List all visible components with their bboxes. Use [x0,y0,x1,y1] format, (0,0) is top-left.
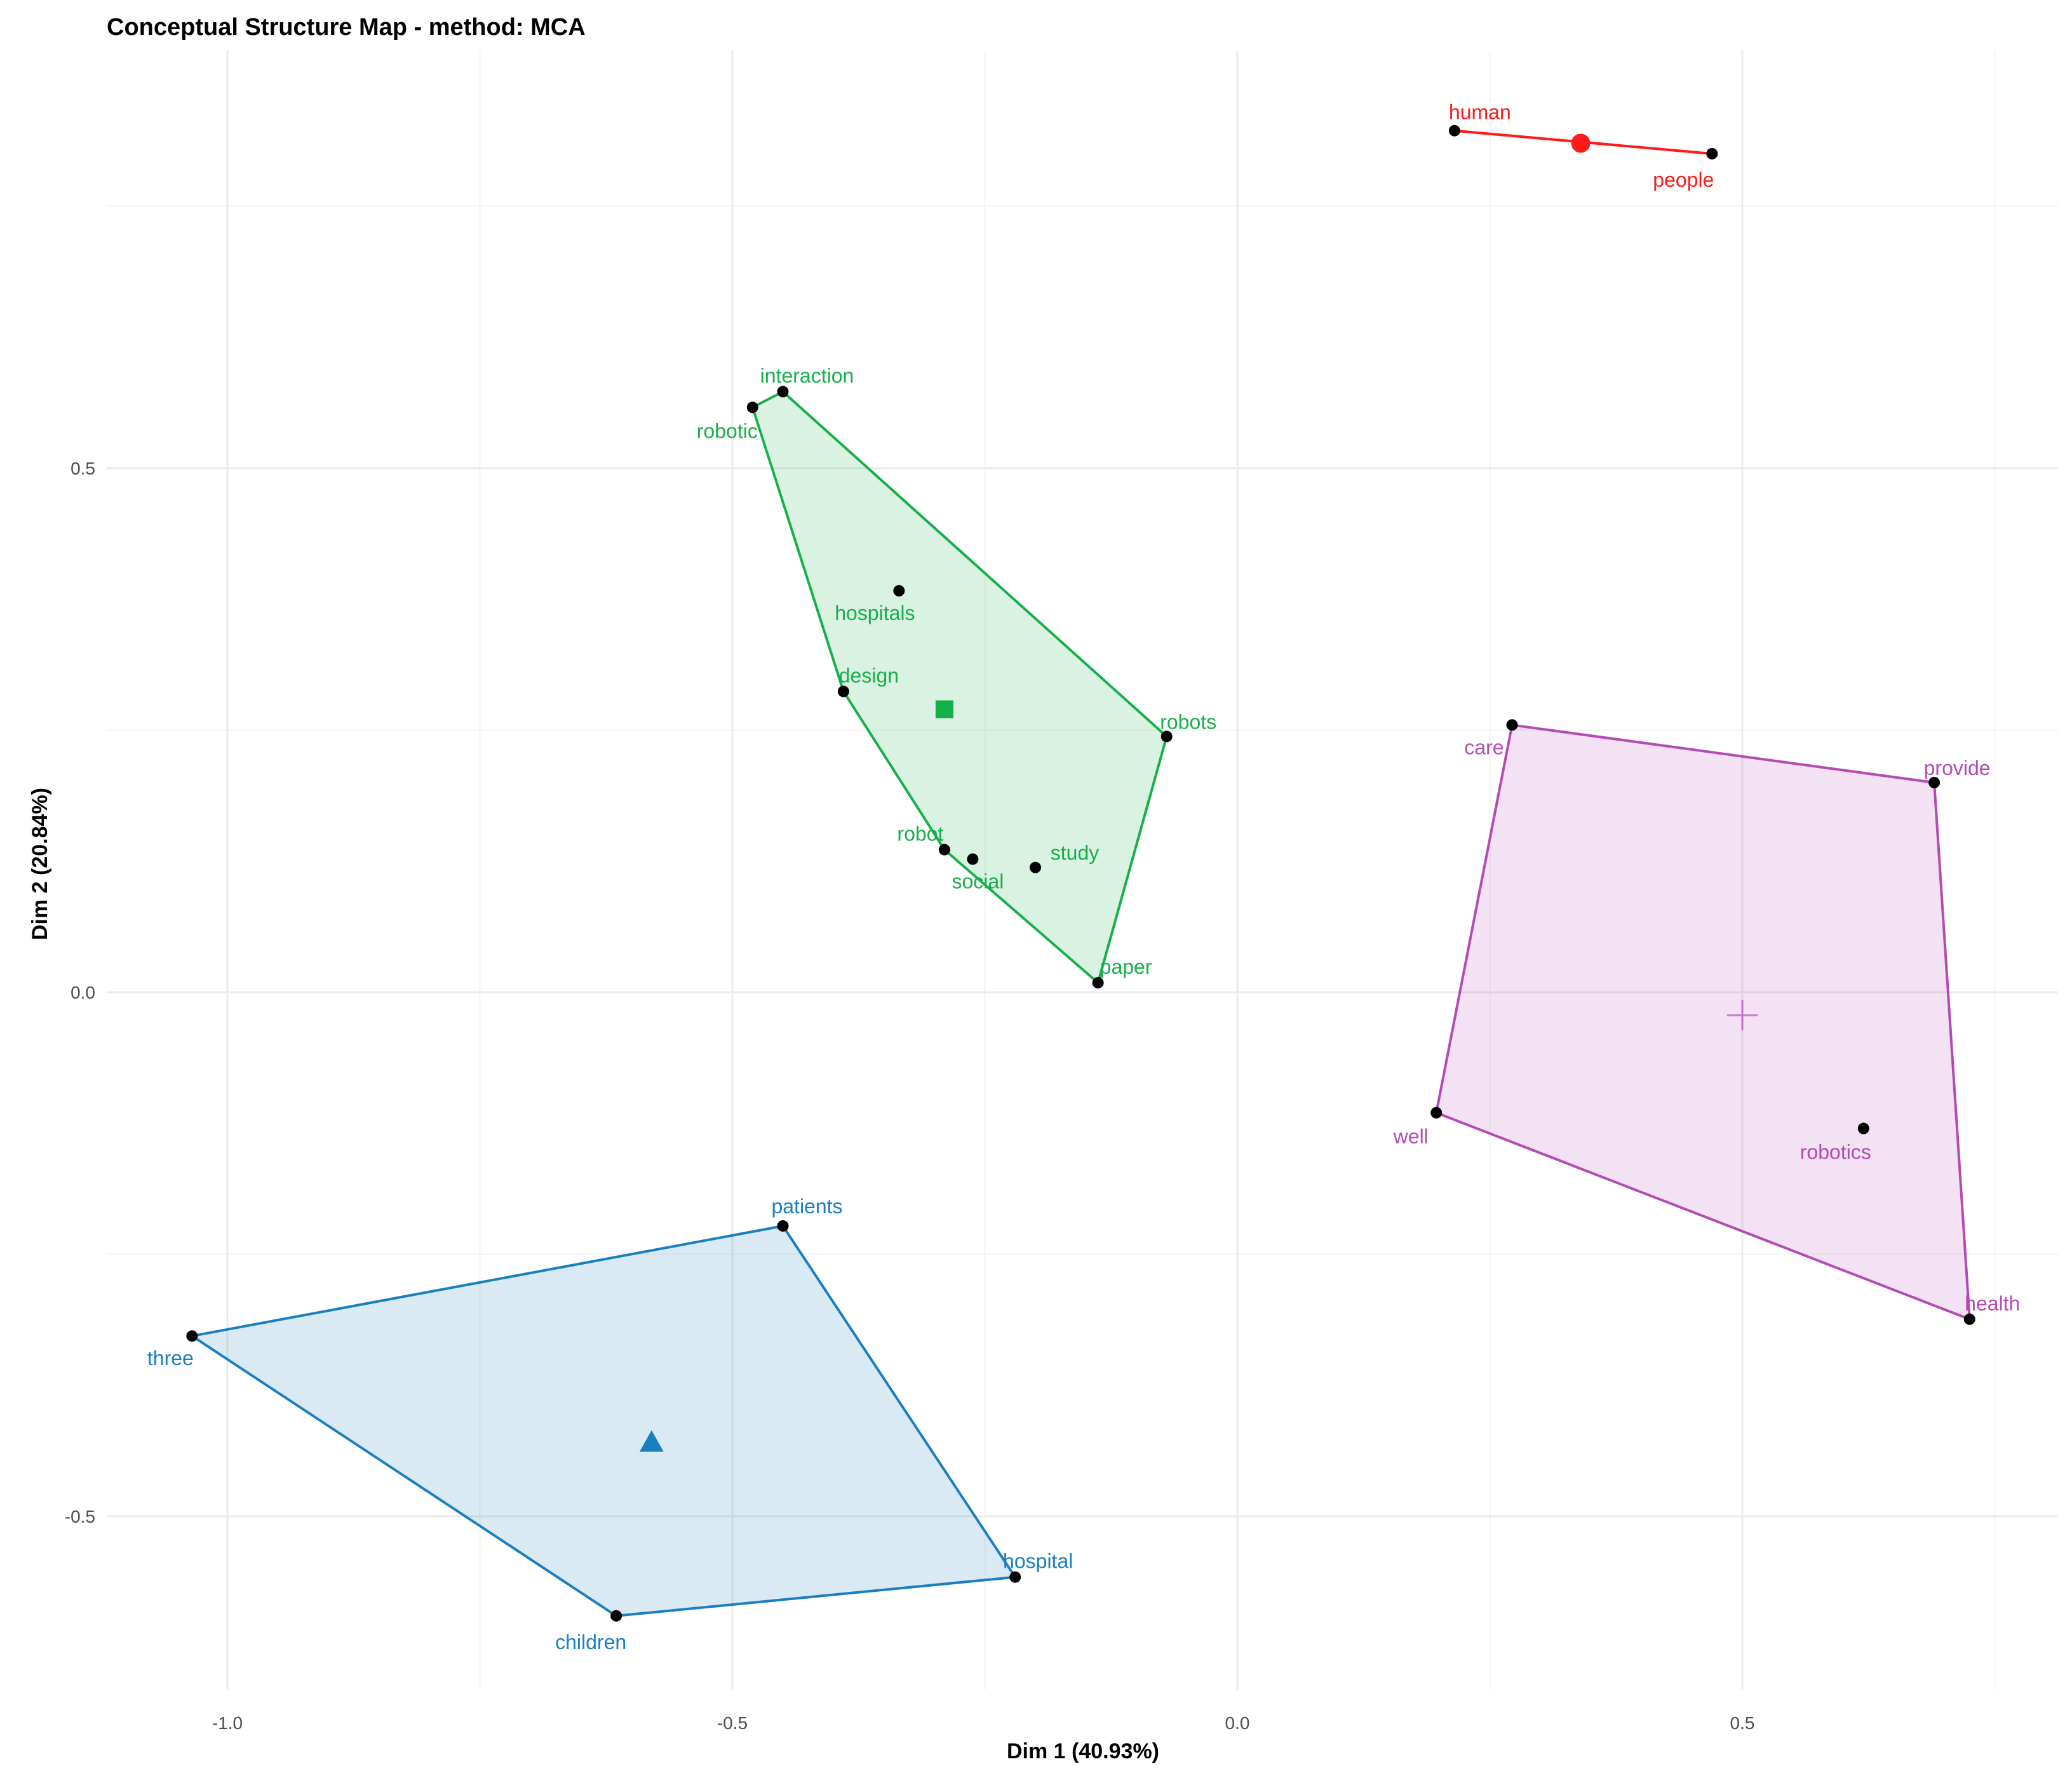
major-grid [107,51,2058,1690]
data-point-design [837,685,849,697]
point-labels: human people interaction robotic hospitals de… [147,101,2020,1653]
data-point-human [1448,125,1460,137]
chart-title: Conceptual Structure Map - method: MCA [107,14,586,41]
point-label-robotic: robotic [697,419,758,442]
point-label-care: care [1464,736,1504,758]
x-tick-label: -1.0 [212,1713,243,1733]
cluster-hulls [191,129,1971,1617]
x-axis-title: Dim 1 (40.93%) [1007,1739,1159,1763]
data-point-robots [1160,731,1173,743]
point-label-interaction: interaction [760,365,854,387]
data-point-interaction [777,386,789,398]
point-label-three: three [147,1347,194,1370]
data-point-people [1706,148,1718,159]
y-axis-title: Dim 2 (20.84%) [28,788,52,940]
data-point-children [610,1610,622,1622]
y-tick-label: 0.0 [71,983,95,1002]
centroid-marker [1571,133,1591,153]
point-label-paper: paper [1100,955,1152,978]
centroid-marker [639,1430,664,1452]
data-point-robot [938,844,950,856]
data-points [186,125,1975,1622]
point-label-robot: robot [897,823,943,845]
data-point-care [1506,719,1518,731]
y-tick-label: 0.5 [71,459,95,478]
data-point-hospitals [893,585,905,597]
data-point-social [967,853,979,865]
point-label-social: social [952,870,1004,892]
tick-labels: -1.0 -0.5 0.0 0.5 -0.5 0.0 0.5 [65,459,1755,1733]
point-label-design: design [839,664,899,687]
data-point-provide [1928,777,1941,788]
point-label-human: human [1449,101,1511,124]
point-label-hospital: hospital [1003,1550,1073,1573]
point-label-robotics: robotics [1800,1141,1871,1164]
data-point-three [186,1330,198,1342]
cluster-centroids [639,133,1758,1452]
data-point-health [1963,1313,1975,1325]
point-label-robots: robots [1160,710,1216,733]
data-point-paper [1092,977,1104,989]
point-label-children: children [555,1631,626,1653]
x-tick-label: -0.5 [717,1713,748,1733]
data-point-robotics [1857,1122,1869,1135]
data-point-hospital [1009,1571,1021,1583]
minor-grid [107,51,2058,1690]
point-label-study: study [1051,842,1099,865]
point-label-provide: provide [1924,757,1991,779]
point-label-well: well [1393,1125,1429,1148]
point-label-hospitals: hospitals [835,602,915,624]
point-label-people: people [1653,168,1714,191]
y-tick-label: -0.5 [65,1507,95,1526]
x-tick-label: 0.0 [1225,1713,1250,1733]
data-point-robotic [746,401,758,414]
data-point-study [1030,861,1041,873]
data-point-patients [777,1220,789,1232]
x-tick-label: 0.5 [1730,1713,1755,1733]
data-point-well [1430,1107,1443,1119]
point-label-health: health [1965,1292,2020,1315]
point-label-patients: patients [771,1195,842,1218]
centroid-marker [1727,1000,1758,1031]
centroid-marker [935,700,953,718]
